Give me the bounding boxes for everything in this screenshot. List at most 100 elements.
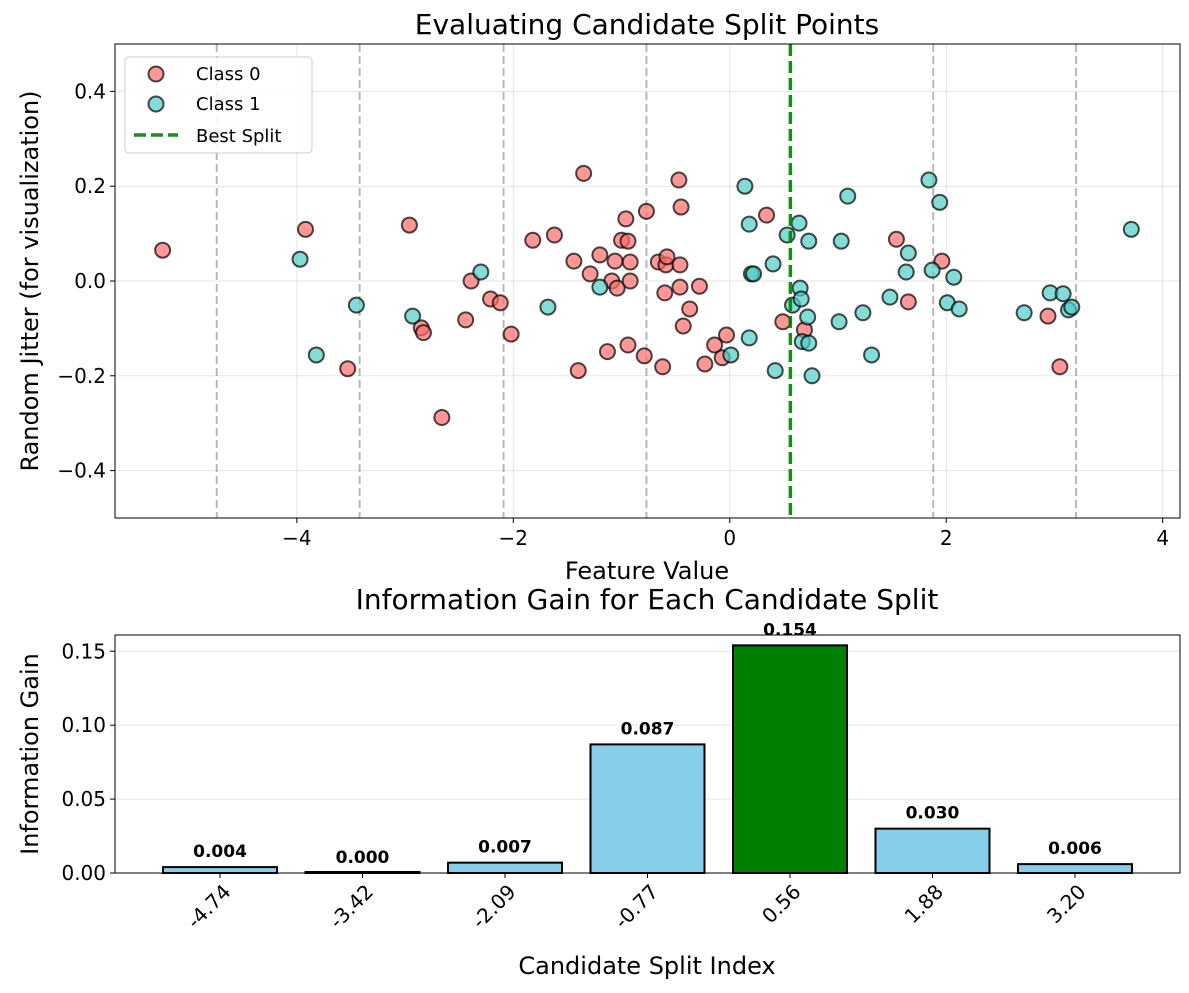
class-1-point — [1015, 304, 1033, 322]
scatter-title: Evaluating Candidate Split Points — [415, 8, 879, 41]
class-1-point — [790, 214, 808, 232]
class-0-point — [565, 252, 583, 270]
class-1-point — [472, 263, 490, 281]
class-0-point — [690, 277, 708, 295]
x-tick-label: -4.74 — [182, 880, 236, 934]
class-0-point — [656, 284, 674, 302]
bar — [874, 827, 991, 874]
legend-marker-class-0 — [147, 65, 165, 83]
class-0-point — [671, 278, 689, 296]
x-tick-label: -0.77 — [609, 880, 663, 934]
class-0-point — [154, 241, 172, 259]
class-0-point — [619, 336, 637, 354]
class-1-point — [832, 232, 850, 250]
bar-data-label: 0.006 — [1048, 839, 1102, 859]
class-0-point — [400, 216, 418, 234]
class-1-point — [347, 296, 365, 314]
class-1-point — [745, 265, 763, 283]
class-0-point — [619, 232, 637, 250]
x-tick-label: 0 — [723, 526, 736, 550]
x-tick-label: 2 — [940, 526, 953, 550]
class-0-point — [575, 164, 593, 182]
class-1-point — [920, 171, 938, 189]
bar-ticks: 0.00 0.05 0.10 0.15 -4.74 -3.42 -2.09 -0.77 0.56… — [61, 639, 1090, 933]
class-1-point — [1063, 298, 1081, 316]
class-1-point — [792, 290, 810, 308]
class-0-point — [581, 265, 599, 283]
legend: Class 0 Class 1 Best Split — [124, 56, 313, 154]
class-0-point — [696, 355, 714, 373]
bar — [731, 644, 848, 875]
bar — [162, 866, 279, 875]
class-1-point — [803, 367, 821, 385]
class-0-point — [706, 336, 724, 354]
class-1-point — [307, 346, 325, 364]
class-0-point — [635, 347, 653, 365]
bar-data-label: 0.000 — [336, 848, 390, 868]
class-1-point — [899, 244, 917, 262]
class-0-point — [339, 360, 357, 378]
x-tick-label: 4 — [1156, 526, 1169, 550]
class-0-point — [598, 343, 616, 361]
legend-marker-class-1 — [147, 95, 165, 113]
class-1-point — [863, 346, 881, 364]
x-tick-label: −2 — [499, 526, 528, 550]
class-1-point — [839, 187, 857, 205]
class-0-point — [887, 230, 905, 248]
class-1-point — [736, 177, 754, 195]
scatter-ticks: −4 −2 0 2 4 −0.4 −0.2 0.0 0.2 0.4 — [57, 79, 1169, 550]
y-tick-label: 0.05 — [61, 787, 106, 811]
class-1-point — [830, 313, 848, 331]
class-0-point — [658, 248, 676, 266]
class-0-point — [569, 362, 587, 380]
class-1-point — [764, 255, 782, 273]
y-tick-label: 0.00 — [61, 861, 106, 885]
legend-label-class-1: Class 1 — [196, 94, 261, 115]
class-0-point — [591, 246, 609, 264]
bar-data-label: 0.030 — [906, 804, 960, 824]
class-0-point — [774, 313, 792, 331]
class-0-point — [296, 220, 314, 238]
class-0-point — [718, 326, 736, 344]
class-0-point — [457, 311, 475, 329]
scatter-xlabel: Feature Value — [565, 557, 729, 585]
bar-data-label: 0.154 — [763, 620, 817, 640]
class-0-point — [545, 226, 563, 244]
class-1-point — [740, 215, 758, 233]
class-1-point — [766, 362, 784, 380]
class-0-point — [674, 317, 692, 335]
class-0-point — [672, 198, 690, 216]
x-tick-label: -2.09 — [467, 880, 521, 934]
bar — [447, 861, 564, 874]
x-tick-label: -3.42 — [324, 880, 378, 934]
class-1-point — [591, 278, 609, 296]
y-tick-label: 0.0 — [74, 269, 106, 293]
class-0-point — [524, 231, 542, 249]
class-1-point — [897, 263, 915, 281]
class-1-point — [800, 334, 818, 352]
class-0-point — [681, 300, 699, 318]
class-0-point — [637, 202, 655, 220]
class-1-point — [539, 298, 557, 316]
class-0-point — [1051, 358, 1069, 376]
class-0-point — [617, 210, 635, 228]
class-0-point — [491, 294, 509, 312]
class-0-point — [608, 279, 626, 297]
bars: 0.004 0.000 0.007 0.087 0.154 0.030 0.006 — [162, 620, 1133, 875]
y-tick-label: −0.2 — [57, 364, 106, 388]
class-1-point — [800, 232, 818, 250]
class-0-point — [1039, 307, 1057, 325]
y-tick-label: 0.15 — [61, 639, 106, 663]
bar-xlabel: Candidate Split Index — [518, 952, 775, 980]
y-tick-label: 0.4 — [74, 79, 106, 103]
y-tick-label: 0.2 — [74, 174, 106, 198]
class-0-point — [606, 252, 624, 270]
class-1-point — [854, 304, 872, 322]
bar — [1016, 863, 1133, 874]
x-tick-label: 0.56 — [757, 880, 805, 928]
class-1-point — [291, 250, 309, 268]
class-0-point — [670, 171, 688, 189]
class-0-point — [414, 324, 432, 342]
class-1-point — [404, 307, 422, 325]
scatter-grid — [115, 44, 1180, 518]
